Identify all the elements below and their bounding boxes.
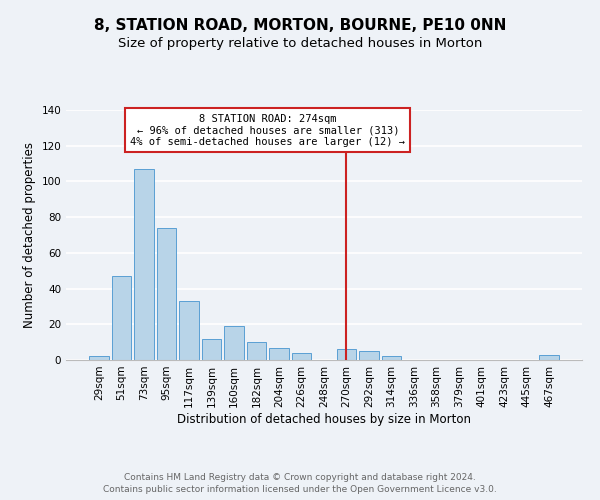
Bar [89,356,109,360]
Y-axis label: Number of detached properties: Number of detached properties [23,142,36,328]
Text: Contains public sector information licensed under the Open Government Licence v3: Contains public sector information licen… [103,485,497,494]
Bar [179,301,199,360]
X-axis label: Distribution of detached houses by size in Morton: Distribution of detached houses by size … [177,412,471,426]
Bar [382,356,401,360]
Bar [292,353,311,360]
Text: 8 STATION ROAD: 274sqm
← 96% of detached houses are smaller (313)
4% of semi-det: 8 STATION ROAD: 274sqm ← 96% of detached… [130,114,405,147]
Bar [202,338,221,360]
Bar [337,350,356,360]
Bar [157,228,176,360]
Bar [112,276,131,360]
Text: Contains HM Land Registry data © Crown copyright and database right 2024.: Contains HM Land Registry data © Crown c… [124,472,476,482]
Bar [224,326,244,360]
Bar [359,351,379,360]
Text: 8, STATION ROAD, MORTON, BOURNE, PE10 0NN: 8, STATION ROAD, MORTON, BOURNE, PE10 0N… [94,18,506,32]
Bar [134,169,154,360]
Bar [269,348,289,360]
Text: Size of property relative to detached houses in Morton: Size of property relative to detached ho… [118,38,482,51]
Bar [247,342,266,360]
Bar [539,354,559,360]
